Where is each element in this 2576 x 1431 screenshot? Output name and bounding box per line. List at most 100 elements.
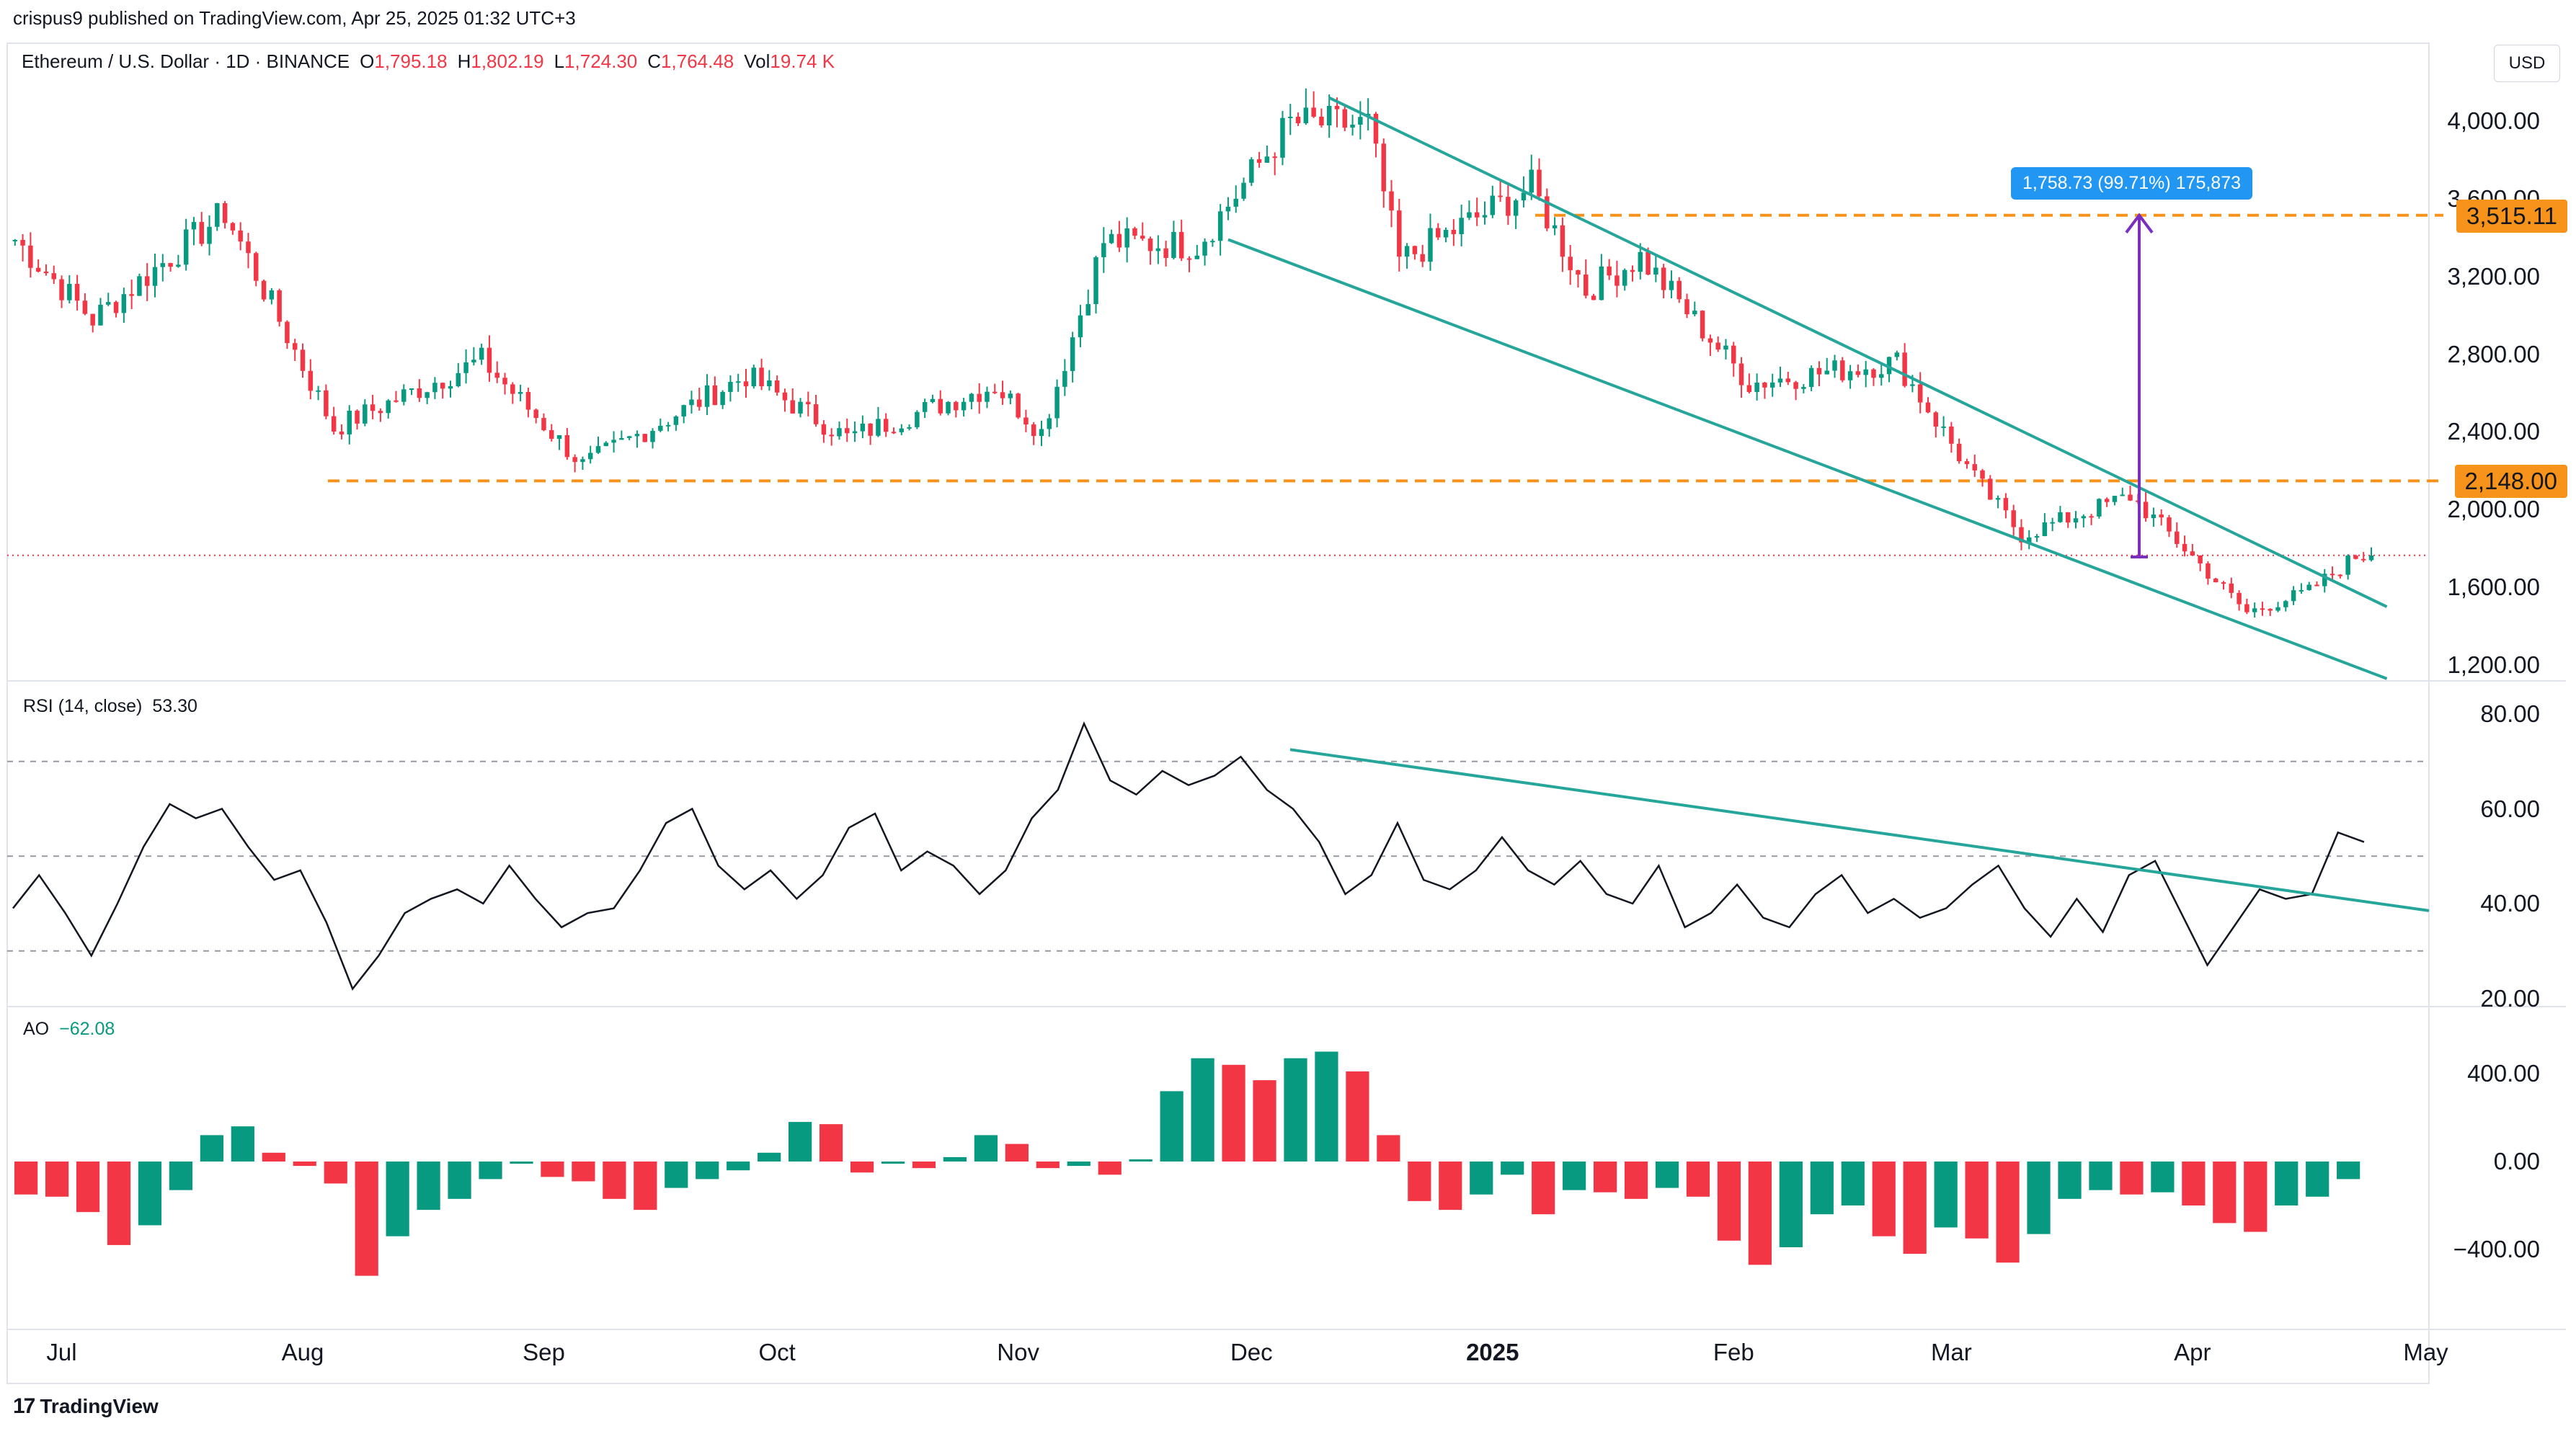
candle	[1816, 367, 1822, 375]
candle	[1342, 109, 1348, 128]
candle	[2042, 522, 2048, 537]
tradingview-logo[interactable]: 17 TradingView	[13, 1394, 159, 1419]
candle	[1233, 198, 1238, 207]
candle	[269, 290, 275, 300]
candle	[1085, 304, 1091, 316]
candle	[238, 230, 243, 242]
candle	[2019, 527, 2024, 543]
candle	[254, 253, 259, 281]
candle	[1855, 371, 1861, 375]
candle	[378, 411, 383, 414]
candle	[1886, 357, 1892, 375]
candle	[43, 271, 49, 274]
candle	[883, 419, 889, 432]
measure-label: 1,758.73 (99.71%) 175,873	[2011, 167, 2253, 200]
candle	[1560, 225, 1565, 257]
ao-bar	[448, 1162, 471, 1199]
candle	[1700, 311, 1705, 339]
candle	[425, 392, 430, 398]
candle	[1389, 191, 1394, 211]
candle	[1373, 113, 1379, 144]
candle	[1676, 280, 1682, 300]
candle	[1186, 258, 1192, 260]
candle	[324, 390, 329, 416]
candle	[619, 437, 624, 440]
candle	[183, 229, 189, 265]
candle	[176, 264, 181, 267]
candle	[1964, 461, 1970, 465]
ao-bar	[1315, 1051, 1338, 1162]
candle	[1381, 143, 1386, 192]
candle	[168, 263, 173, 267]
candle	[1016, 393, 1021, 418]
candle	[1311, 107, 1316, 117]
candle	[774, 380, 780, 393]
candle	[1482, 215, 1488, 218]
candle	[1746, 385, 1752, 393]
candle	[1917, 384, 1923, 403]
candle	[2360, 558, 2366, 561]
candle	[1109, 233, 1114, 244]
ohlc-low: L1,724.30	[554, 50, 638, 72]
candle	[580, 459, 585, 463]
candle	[121, 294, 127, 313]
ao-bar	[1346, 1071, 1369, 1162]
candle	[1902, 352, 1907, 386]
candle	[1879, 374, 1884, 378]
candle	[1467, 212, 1472, 218]
ao-bar	[541, 1162, 564, 1177]
candle	[1272, 156, 1277, 159]
ao-bar	[2306, 1162, 2329, 1197]
candle	[285, 321, 290, 344]
candle	[106, 302, 111, 305]
candle	[1256, 159, 1262, 163]
candle	[2112, 496, 2118, 502]
ao-bar	[200, 1135, 223, 1162]
candle	[1769, 382, 1775, 388]
tradingview-logo-icon: 17	[13, 1394, 35, 1418]
candle	[2089, 516, 2094, 518]
currency-selector[interactable]: USD	[2494, 45, 2560, 82]
candle	[1933, 412, 1939, 427]
ohlc-open: O1,795.18	[360, 50, 448, 72]
candle	[689, 399, 694, 406]
candle	[992, 391, 998, 393]
candle	[2159, 514, 2164, 518]
ao-bar	[1501, 1162, 1524, 1175]
ao-bar	[2151, 1162, 2175, 1192]
candle	[845, 428, 850, 434]
candle	[969, 393, 974, 402]
candle	[199, 222, 204, 244]
time-axis-label: Apr	[2174, 1339, 2211, 1365]
candle	[1584, 274, 1589, 296]
candle	[837, 428, 842, 437]
ao-bar	[2058, 1162, 2082, 1199]
time-axis-label: Mar	[1930, 1339, 1972, 1365]
support-price-tag: 2,148.00	[2454, 465, 2567, 498]
candle	[2058, 512, 2063, 522]
candle	[370, 404, 376, 411]
measure-arrowhead	[2125, 213, 2154, 233]
ao-bar	[1593, 1162, 1617, 1192]
time-axis-label: Aug	[281, 1339, 324, 1365]
candle	[487, 347, 492, 373]
ao-bar	[1624, 1162, 1648, 1199]
candle	[2104, 499, 2110, 502]
ohlc-close: C1,764.48	[647, 50, 734, 72]
ao-bar	[1779, 1162, 1803, 1247]
candle	[1428, 228, 1433, 262]
candle	[152, 267, 158, 286]
candle	[1871, 369, 1876, 378]
time-axis-label: Jul	[46, 1339, 77, 1365]
candle	[2229, 583, 2234, 593]
ao-bar	[76, 1162, 100, 1213]
ao-bar	[1439, 1162, 1462, 1211]
candle	[1039, 429, 1044, 437]
candle	[2244, 604, 2249, 612]
symbol-legend: Ethereum / U.S. Dollar · 1D · BINANCE O1…	[22, 50, 835, 73]
candle	[798, 401, 803, 414]
ao-bar	[231, 1126, 254, 1162]
candle	[1116, 233, 1122, 248]
candle	[261, 280, 267, 300]
